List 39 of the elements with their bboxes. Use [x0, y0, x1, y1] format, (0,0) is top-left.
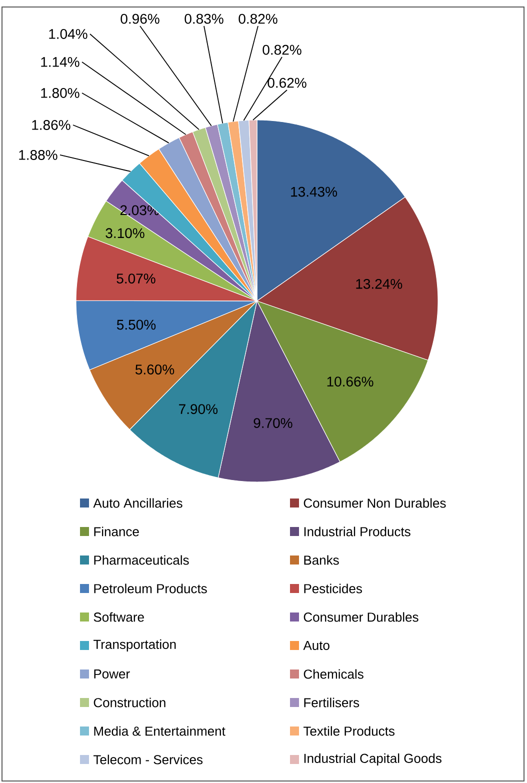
data-label: 9.70% — [254, 418, 292, 428]
data-label: 7.90% — [179, 404, 218, 414]
data-label: 5.07% — [116, 274, 156, 284]
data-label: 10.66% — [327, 376, 374, 387]
data-label: 0.62% — [268, 78, 306, 88]
legend-label: Pharmaceuticals — [94, 555, 189, 565]
data-label: 1.88% — [19, 150, 58, 160]
data-label: 1.86% — [32, 120, 70, 130]
legend-label: Telecom - Services — [94, 754, 203, 764]
data-label: 5.50% — [116, 320, 156, 330]
legend-label: Industrial Products — [304, 526, 410, 536]
data-label: 0.82% — [262, 44, 302, 55]
data-label: 0.82% — [238, 14, 278, 24]
data-label: 5.60% — [135, 364, 174, 374]
legend-label: Pesticides — [304, 584, 362, 594]
legend-label: Power — [94, 669, 130, 679]
legend-label: Consumer Non Durables — [304, 498, 446, 508]
legend-label: Construction — [94, 698, 166, 708]
data-label: 13.24% — [356, 278, 402, 289]
legend-label: Petroleum Products — [94, 584, 207, 594]
legend-label: Fertilisers — [304, 698, 360, 708]
legend-label: Banks — [304, 555, 339, 565]
data-label: 3.10% — [106, 228, 144, 238]
legend-label: Software — [94, 612, 144, 622]
data-label: 1.14% — [41, 57, 80, 67]
data-label: 13.43% — [291, 186, 338, 197]
legend-label: Auto Ancillaries — [93, 498, 182, 508]
legend-label: Consumer Durables — [304, 612, 418, 622]
data-label: 1.80% — [41, 88, 80, 98]
data-label: 0.96% — [120, 14, 160, 24]
data-label: 1.04% — [49, 29, 88, 39]
data-label: 0.83% — [184, 14, 224, 24]
legend-label: Textile Products — [304, 726, 394, 736]
legend-label: Transportation — [94, 639, 176, 652]
legend-label: Media & Entertainment — [94, 726, 226, 736]
legend-label: Chemicals — [304, 669, 364, 679]
legend-label: Auto — [303, 640, 330, 650]
legend-label: Industrial Capital Goods — [304, 753, 442, 766]
legend-label: Finance — [94, 526, 139, 536]
